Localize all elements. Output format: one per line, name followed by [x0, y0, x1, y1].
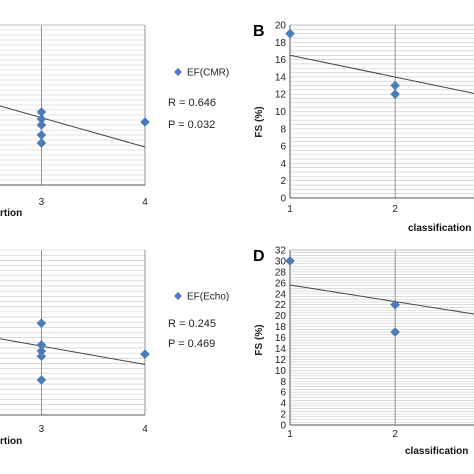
- y-tick-label: 8: [280, 377, 286, 388]
- y-tick-label: 2: [280, 410, 286, 421]
- y-tick-label: 20: [275, 311, 287, 322]
- data-point: [390, 89, 400, 100]
- data-point: [36, 120, 47, 130]
- y-tick-label: 22: [275, 300, 287, 311]
- y-tick-label: 6: [280, 388, 286, 399]
- y-tick-label: 0: [280, 421, 286, 432]
- y-tick-label: 20: [275, 21, 287, 32]
- y-tick-label: 12: [275, 355, 287, 366]
- trend-line: [0, 338, 146, 365]
- y-tick-label: 2: [280, 176, 286, 187]
- data-point: [140, 349, 150, 360]
- x-axis-label: rtion: [0, 436, 22, 447]
- y-axis-label: FS (%): [254, 106, 265, 137]
- y-tick-label: 14: [275, 344, 287, 355]
- data-point: [36, 318, 47, 329]
- y-tick-label: 10: [275, 107, 287, 118]
- x-axis-label: rtion: [0, 208, 22, 219]
- data-point: [36, 351, 47, 362]
- data-point: [285, 28, 295, 39]
- data-point: [36, 138, 47, 148]
- data-point: [285, 256, 295, 266]
- legend-marker: [174, 292, 182, 300]
- y-tick-label: 28: [275, 267, 287, 278]
- x-tick-label: 3: [39, 197, 45, 208]
- x-axis-label: classification: [405, 446, 468, 457]
- data-point: [390, 327, 400, 337]
- y-tick-label: 0: [280, 194, 286, 205]
- data-point: [140, 117, 150, 127]
- x-axis-label: classification: [408, 223, 471, 234]
- trend-line: [289, 54, 474, 94]
- panel-a: 3 4 rtion EF(CMR) R = 0.646 P = 0.032: [0, 24, 229, 219]
- data-point: [390, 80, 400, 91]
- y-tick-label: 6: [280, 142, 286, 153]
- y-tick-label: 4: [280, 159, 286, 170]
- x-tick-label: 1: [287, 429, 293, 440]
- legend-marker: [174, 68, 182, 76]
- x-tick-label: 4: [142, 197, 148, 208]
- data-point: [390, 299, 400, 310]
- y-axis-label: FS (%): [254, 324, 265, 355]
- stat-text: R = 0.646: [168, 97, 216, 109]
- y-tick-label: 10: [275, 366, 287, 377]
- x-tick-label: 2: [392, 429, 398, 440]
- legend-label: EF(CMR): [187, 68, 229, 79]
- y-tick-label: 32: [275, 246, 287, 257]
- stat-text: P = 0.469: [168, 338, 215, 350]
- data-point: [36, 375, 47, 385]
- y-tick-label: 14: [275, 72, 287, 83]
- x-tick-label: 3: [39, 424, 45, 435]
- stat-text: P = 0.032: [168, 119, 215, 131]
- trend-line: [0, 105, 146, 148]
- stat-text: R = 0.245: [168, 318, 216, 330]
- panel-c: 3 4 rtion EF(Echo) R = 0.245 P = 0.469: [0, 249, 229, 447]
- y-tick-label: 24: [275, 289, 287, 300]
- y-tick-label: 16: [275, 55, 287, 66]
- y-tick-label: 18: [275, 38, 287, 49]
- y-tick-label: 8: [280, 124, 286, 135]
- y-tick-label: 26: [275, 278, 287, 289]
- x-tick-label: 2: [392, 204, 398, 215]
- x-tick-label: 4: [142, 424, 148, 435]
- trend-line: [289, 284, 474, 315]
- x-tick-label: 1: [287, 204, 293, 215]
- y-tick-label: 16: [275, 333, 287, 344]
- y-tick-label: 18: [275, 322, 287, 333]
- y-tick-label: 30: [275, 256, 287, 267]
- panel-letter: B: [253, 23, 265, 40]
- panel-letter: D: [253, 248, 265, 265]
- y-tick-label: 4: [280, 399, 286, 410]
- legend-label: EF(Echo): [187, 292, 229, 303]
- y-tick-label: 12: [275, 90, 287, 101]
